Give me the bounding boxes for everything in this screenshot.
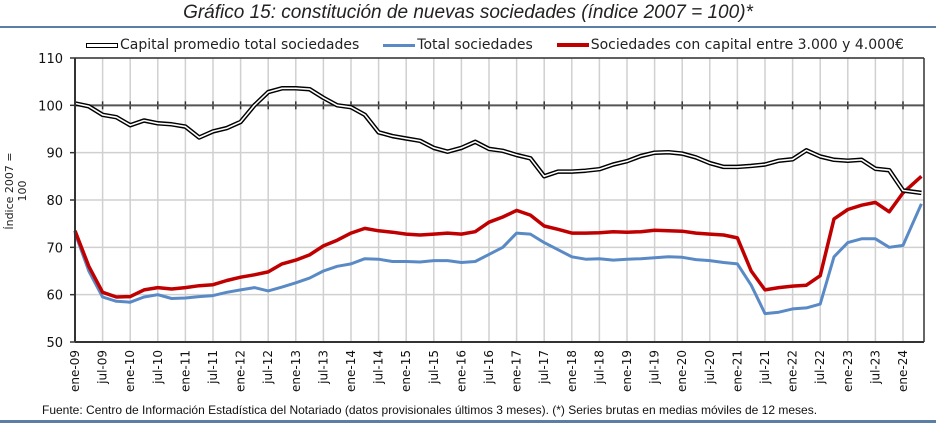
x-tick-label: ene-24 (896, 350, 910, 392)
x-tick-label: ene-21 (730, 350, 744, 392)
y-tick-label: 50 (46, 336, 63, 351)
x-tick-label: jul-20 (703, 350, 717, 385)
axes (74, 57, 925, 343)
legend-swatch-black (86, 42, 118, 48)
x-tick-label: ene-18 (565, 350, 579, 392)
legend-label: Sociedades con capital entre 3.000 y 4.0… (590, 37, 904, 53)
y-tick-label: 90 (46, 147, 63, 162)
x-tick-label: ene-16 (454, 350, 468, 392)
x-tick-label: jul-15 (427, 350, 441, 385)
y-tick-label: 60 (46, 289, 63, 304)
chart-title: Gráfico 15: constitución de nuevas socie… (183, 2, 753, 23)
x-tick-label: ene-13 (289, 350, 303, 392)
x-tick-label: jul-19 (648, 350, 662, 385)
x-tick-label: jul-12 (261, 350, 275, 385)
x-tick-label: ene-14 (344, 350, 358, 392)
y-tick-label: 110 (38, 52, 63, 67)
legend-swatch-blue (383, 43, 416, 47)
top-divider (0, 26, 936, 28)
x-tick-label: jul-13 (316, 350, 330, 385)
x-axis-ticks: ene-09 jul-09 ene-10 jul-10 ene-11 jul-11 ene-… (68, 350, 910, 392)
x-tick-label: ene-17 (510, 350, 524, 392)
x-tick-label: ene-20 (675, 350, 689, 392)
x-tick-label: jul-16 (482, 350, 496, 385)
x-tick-label: jul-11 (206, 350, 220, 385)
x-tick-label: ene-23 (841, 350, 855, 392)
series-line-capital-3000-4000 (73, 175, 923, 299)
x-tick-label: jul-23 (868, 350, 882, 385)
legend-swatch-red (556, 43, 589, 47)
x-tick-label: ene-11 (178, 350, 192, 392)
y-tick-label: 70 (46, 241, 63, 256)
legend-item-capital-3000-4000: Sociedades con capital entre 3.000 y 4.0… (556, 37, 904, 53)
legend-item-capital-promedio: Capital promedio total sociedades (86, 37, 359, 53)
series-line-total-sociedades (73, 203, 923, 316)
y-axis-ticks: 50 60 70 80 90 100 110 (38, 52, 75, 351)
x-tick-label: ene-12 (234, 350, 248, 392)
series-line-capital-promedio-outline (74, 86, 922, 196)
x-tick-label: jul-22 (813, 350, 827, 385)
x-tick-label: jul-14 (372, 350, 386, 385)
x-tick-label: jul-10 (151, 350, 165, 385)
legend-label: Total sociedades (417, 37, 533, 53)
y-tick-label: 100 (38, 99, 63, 114)
grid-lines (74, 57, 924, 342)
x-tick-label: ene-09 (68, 350, 82, 392)
x-tick-label: jul-17 (537, 350, 551, 385)
x-tick-label: ene-22 (786, 350, 800, 392)
legend-item-total-sociedades: Total sociedades (383, 37, 533, 53)
x-tick-label: ene-10 (123, 350, 137, 392)
bottom-divider (0, 420, 936, 423)
x-tick-label: ene-19 (620, 350, 634, 392)
series-line-capital-promedio (74, 87, 922, 194)
x-tick-label: jul-18 (592, 350, 606, 385)
series-lines (73, 86, 923, 316)
legend-label: Capital promedio total sociedades (120, 37, 360, 53)
x-tick-label: jul-21 (758, 350, 772, 385)
y-tick-label: 80 (46, 194, 63, 209)
x-tick-label: jul-09 (96, 350, 110, 385)
chart-legend: Capital promedio total sociedades Total … (86, 37, 928, 53)
x-tick-label: ene-15 (399, 350, 413, 392)
source-note: Fuente: Centro de Información Estadístic… (42, 403, 818, 417)
